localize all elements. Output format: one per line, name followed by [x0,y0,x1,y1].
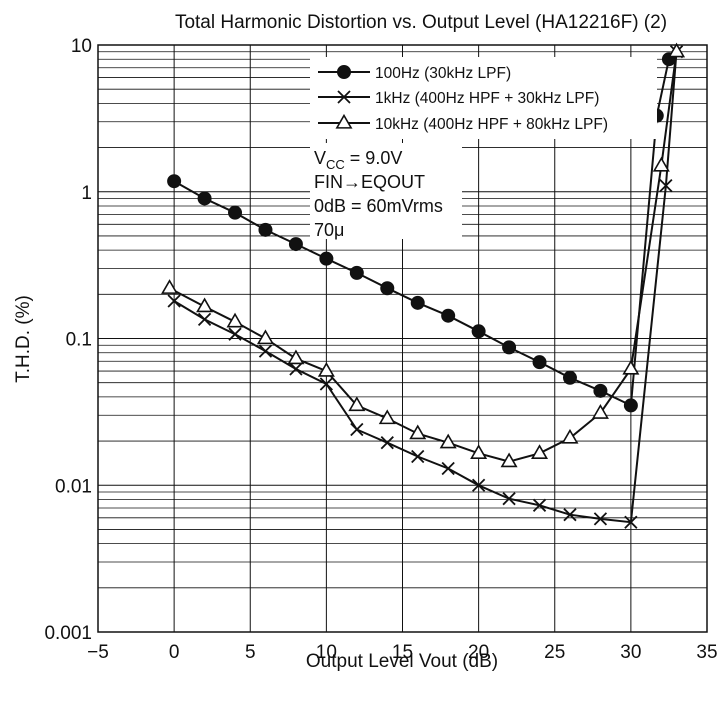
legend-samples [318,65,370,129]
y-axis-tick-labels: 0.001 0.01 0.1 1 10 [44,36,92,644]
x-tick-label: 15 [392,642,413,663]
y-tick-label: 0.01 [55,476,92,497]
data-point-10khz [561,428,579,444]
data-point-10khz [196,297,214,313]
annotation-reference-level: 0dB = 60mVrms [314,196,443,216]
annotation-vcc-subscript: CC [326,157,345,172]
data-point-100hz [502,340,517,355]
y-tick-label: 0.001 [44,623,92,644]
data-point-100hz [319,251,334,266]
data-point-1khz [289,362,303,376]
data-point-10khz [161,279,179,294]
legend: 100Hz (30kHz LPF) 1kHz (400Hz HPF + 30kH… [310,57,657,139]
plot-frame [97,44,708,633]
series-line-10khz [169,51,678,463]
data-point-10khz [256,329,274,345]
data-point-1khz [532,498,547,512]
data-point-1khz [563,508,577,522]
legend-label-1khz: 1kHz (400Hz HPF + 30kHz LPF) [375,90,599,107]
x-tick-label: 0 [169,642,180,663]
data-point-100hz [258,222,273,237]
legend-marker-1khz [337,90,351,104]
y-tick-label: 0.1 [66,330,92,351]
x-axis-tick-labels: −5 0 5 10 15 20 25 30 35 [87,642,717,663]
data-point-10khz [591,404,609,419]
annotation-time-constant: 70μ [314,220,344,240]
data-point-10khz [531,444,549,460]
annotation-vcc-value: = 9.0V [345,148,403,168]
chart-title: Total Harmonic Distortion vs. Output Lev… [175,12,667,33]
data-point-1khz [593,512,608,526]
data-point-100hz [410,295,425,310]
series-layer [161,42,686,529]
legend-marker-10khz [335,113,353,129]
data-point-1khz [659,179,673,193]
x-axis-label: Output Level Vout (dB) [306,651,498,672]
y-tick-label: 1 [81,183,92,204]
x-tick-label: 20 [468,642,489,663]
series-10khz [161,42,686,468]
data-point-1khz [167,294,181,308]
data-point-100hz [562,370,577,385]
x-tick-label: 35 [696,642,717,663]
annotation-fin-eqout: FIN→EQOUT [314,172,425,192]
series-100hz [167,52,676,413]
data-point-100hz [593,383,608,398]
series-line-1khz [173,51,678,524]
data-point-1khz [471,478,486,492]
legend-label-10khz: 10kHz (400Hz HPF + 80kHz LPF) [375,116,608,133]
data-point-100hz [228,205,243,220]
data-point-1khz [197,312,212,327]
data-point-10khz [287,349,305,365]
plot-area: 100Hz (30kHz LPF) 1kHz (400Hz HPF + 30kH… [97,42,708,633]
data-point-100hz [441,308,456,323]
data-point-10khz [226,312,244,328]
data-point-10khz [622,359,640,375]
y-axis-label: T.H.D. (%) [13,295,34,383]
x-tick-label: 25 [544,642,565,663]
x-tick-label: 30 [620,642,641,663]
x-tick-label: 10 [316,642,337,663]
y-tick-label: 10 [71,36,92,57]
data-point-10khz [439,433,457,449]
conditions-background [310,143,462,239]
data-point-100hz [623,398,638,413]
data-point-10khz [668,42,686,58]
data-point-1khz [350,422,364,437]
data-point-1khz [502,492,516,506]
data-point-1khz [441,461,455,476]
data-point-1khz [411,449,425,464]
series-1khz [167,45,684,529]
data-point-100hz [167,174,182,189]
data-point-100hz [288,237,303,252]
data-point-100hz [471,324,486,339]
data-point-100hz [349,265,364,280]
data-point-1khz [228,327,242,341]
data-point-1khz [319,377,334,391]
x-tick-label: −5 [87,642,109,663]
annotation-vcc-main: V [314,148,326,168]
annotation-vcc: VCC = 9.0V [314,148,402,172]
data-point-100hz [197,191,212,206]
data-point-10khz [652,156,670,172]
legend-marker-100hz [337,65,351,79]
data-point-10khz [378,409,396,425]
data-point-10khz [409,424,427,440]
data-point-1khz [380,436,394,450]
data-point-1khz [258,344,273,358]
data-point-100hz [380,281,395,296]
data-point-100hz [532,355,547,370]
conditions-annotation: VCC = 9.0V FIN→EQOUT 0dB = 60mVrms 70μ [310,143,462,240]
legend-label-100hz: 100Hz (30kHz LPF) [375,65,511,82]
data-point-10khz [348,396,366,412]
data-point-10khz [317,361,335,377]
data-point-1khz [624,515,638,529]
data-point-10khz [470,444,488,460]
x-tick-label: 5 [245,642,256,663]
data-point-10khz [500,452,518,468]
